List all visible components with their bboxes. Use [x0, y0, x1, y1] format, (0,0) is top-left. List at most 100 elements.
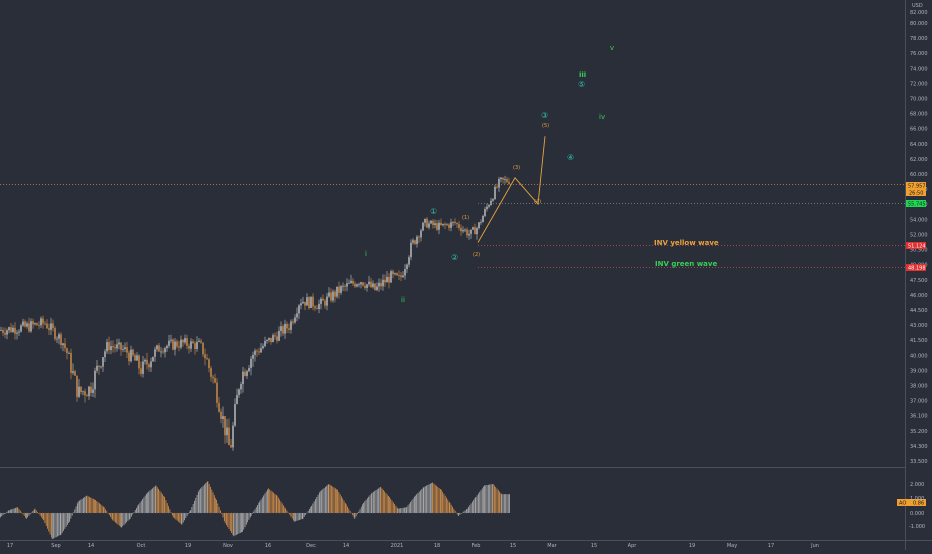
osc-bar [395, 505, 397, 513]
osc-bar [465, 509, 467, 513]
candle-body [406, 264, 408, 270]
osc-bar [0, 513, 1, 518]
candle-body [172, 339, 174, 350]
osc-bar [235, 513, 237, 535]
osc-bar [388, 496, 389, 513]
candle-body [150, 361, 152, 368]
osc-bar [443, 493, 445, 513]
osc-bar [492, 484, 494, 513]
osc-bar [363, 502, 364, 513]
osc-bar [318, 492, 320, 513]
osc-bar [28, 513, 30, 516]
price-tick: 68.000 [910, 112, 928, 118]
osc-bar [160, 492, 162, 513]
osc-bar [185, 513, 187, 519]
osc-bar [22, 513, 24, 515]
osc-bar [329, 484, 331, 513]
price-badges: 57.957 26:50 55.745 51.124 48.198 AO 0.8… [897, 182, 926, 507]
osc-bar [280, 501, 282, 513]
candle-body [88, 386, 90, 397]
red-level-badge [906, 264, 926, 271]
osc-bar [390, 498, 392, 513]
osc-bar [348, 508, 350, 513]
osc-prefix-text: AO [899, 501, 906, 507]
candle-body [280, 326, 282, 331]
osc-bar [495, 487, 497, 513]
candle-body [84, 391, 86, 396]
osc-bar [121, 513, 122, 528]
osc-bar [506, 494, 508, 513]
osc-bar [362, 504, 364, 513]
candle-body [108, 342, 110, 351]
osc-bar [146, 492, 148, 513]
osc-bar [239, 513, 241, 533]
osc-bar [343, 500, 345, 513]
osc-bar [237, 513, 239, 535]
osc-bar [317, 494, 319, 513]
osc-bar [245, 513, 247, 525]
osc-tick: -1.000 [909, 524, 925, 530]
oscillator-axis[interactable]: 2.000 1.000 0.000 -1.000 [909, 482, 925, 530]
osc-bar [80, 499, 82, 513]
osc-bar [31, 512, 32, 514]
candle-body [442, 223, 444, 226]
time-axis[interactable]: 17 Sep 14 Oct 19 Nov 16 Dec 14 2021 18 Feb 15 Mar 15 Ap… [7, 543, 819, 549]
osc-bar [433, 483, 435, 513]
osc-bar [422, 487, 424, 513]
countdown-text: 26:50 [909, 191, 923, 197]
osc-bar [325, 486, 326, 513]
candle-body [212, 376, 214, 379]
osc-bar [442, 491, 443, 513]
osc-bar [386, 494, 388, 513]
osc-bar [241, 513, 242, 533]
osc-bar [290, 513, 292, 517]
candle-body [432, 220, 434, 226]
osc-bar [478, 493, 479, 513]
osc-bar [394, 504, 395, 513]
osc-bar [358, 511, 360, 513]
candle-body [390, 271, 392, 283]
osc-bar [270, 490, 272, 513]
candles-layer [0, 175, 510, 451]
candle-body [236, 395, 238, 405]
osc-bar [267, 489, 268, 513]
osc-bar [310, 507, 312, 513]
candle-body [20, 325, 22, 332]
osc-bar [406, 507, 408, 513]
candle-body [6, 330, 8, 335]
price-tick: 43.000 [910, 323, 928, 329]
osc-bar [251, 513, 253, 514]
candle-body [354, 283, 356, 287]
candle-body [284, 323, 286, 334]
osc-bar [98, 503, 100, 513]
candle-body [58, 334, 60, 339]
osc-bar [86, 495, 88, 513]
osc-bar [215, 498, 217, 513]
osc-bar [97, 502, 99, 513]
candle-body [318, 303, 320, 310]
candle-body [438, 222, 440, 230]
osc-bar [502, 494, 504, 513]
candle-body [114, 347, 116, 349]
osc-bar [118, 513, 120, 526]
price-tick: 62.000 [910, 157, 928, 163]
osc-bar [197, 491, 199, 513]
candle-body [404, 269, 406, 276]
osc-bar [54, 513, 56, 538]
price-tick: 36.100 [910, 414, 928, 420]
price-tick: 64.000 [910, 142, 928, 148]
osc-bar [96, 501, 98, 513]
osc-bar [328, 484, 330, 513]
osc-bar [162, 494, 163, 513]
osc-bar [148, 491, 150, 513]
osc-bar [284, 507, 286, 513]
osc-tick: 2.000 [910, 482, 924, 488]
osc-bar [17, 507, 19, 513]
osc-bar [170, 512, 172, 513]
osc-bar [347, 506, 348, 513]
osc-bar [205, 483, 207, 513]
osc-bar [94, 499, 96, 513]
price-axis[interactable]: USD 82.000 80.000 78.000 76.000 74.000 72.00… [910, 3, 928, 465]
candle-body [106, 342, 108, 352]
osc-bar [159, 490, 161, 513]
